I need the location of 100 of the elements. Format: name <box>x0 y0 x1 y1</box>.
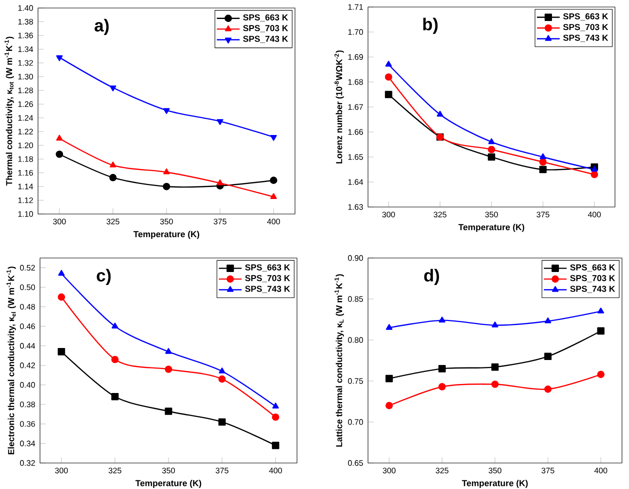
point <box>270 193 277 199</box>
point <box>272 442 280 450</box>
y-tick-label: 1.68 <box>348 79 363 85</box>
point <box>162 182 170 190</box>
y-tick-label: 0.70 <box>348 419 363 425</box>
y-tick-label: 1.26 <box>18 101 33 107</box>
x-tick-label: 300 <box>382 212 395 218</box>
point <box>164 366 172 373</box>
y-tick-label: 1.30 <box>18 74 33 80</box>
y-axis-title: Thermal conductivity, κ$_{tot}$ (W m$^{-1}$K$^{-1}$) <box>4 36 14 186</box>
x-tick-label: 325 <box>434 212 446 218</box>
x-tick-label: 400 <box>588 212 601 218</box>
point <box>270 134 277 141</box>
legend-label: SPS_703 K <box>243 25 288 32</box>
point <box>110 86 116 92</box>
y-tick-label: 1.28 <box>18 88 33 94</box>
y-tick-label: 1.64 <box>348 179 364 185</box>
point <box>163 168 170 174</box>
point <box>56 134 63 141</box>
point <box>544 386 552 393</box>
point <box>386 374 393 382</box>
y-tick-label: 0.90 <box>348 255 363 261</box>
y-tick-label: 0.42 <box>20 362 35 368</box>
point <box>216 119 224 125</box>
y-tick-label: 1.24 <box>18 115 34 121</box>
legend-label: SPS_663 K <box>563 13 608 20</box>
legend-label: SPS_703 K <box>570 275 616 282</box>
x-tick-label: 300 <box>55 468 68 474</box>
x-tick-label: 375 <box>542 468 554 474</box>
x-tick-label: 400 <box>267 218 280 224</box>
point <box>110 162 116 168</box>
point <box>598 308 604 314</box>
legend-label: SPS_743 K <box>245 286 290 293</box>
y-tick-label: 1.14 <box>18 184 34 190</box>
point <box>386 402 393 410</box>
point <box>272 413 280 421</box>
point <box>272 402 279 408</box>
x-tick-label: 350 <box>488 468 502 474</box>
point <box>438 316 446 322</box>
y-tick-label: 1.34 <box>18 46 34 52</box>
legend-label: SPS_663 K <box>570 264 616 272</box>
y-tick-label: 0.32 <box>20 460 35 466</box>
x-tick-label: 350 <box>162 468 175 474</box>
y-tick-label: 1.70 <box>348 29 363 35</box>
y-tick-label: 1.16 <box>18 170 33 176</box>
legend-label: SPS_743 K <box>243 36 288 43</box>
point <box>386 324 392 330</box>
point <box>111 392 119 400</box>
y-tick-label: 0.40 <box>20 382 35 388</box>
point <box>384 73 392 81</box>
point <box>544 352 552 360</box>
x-tick-label: 400 <box>269 468 282 474</box>
y-tick-label: 0.50 <box>20 284 35 290</box>
point <box>384 90 392 98</box>
point <box>218 418 226 426</box>
y-tick-label: 0.46 <box>20 323 35 330</box>
point <box>56 55 63 62</box>
point <box>491 363 499 371</box>
y-tick-label: 0.36 <box>20 421 35 427</box>
y-tick-label: 1.38 <box>18 18 33 25</box>
x-axis-title: Temperature (K) <box>135 480 202 488</box>
x-tick-label: 375 <box>536 212 550 218</box>
point <box>491 380 499 388</box>
point <box>539 166 547 174</box>
y-tick-label: 0.44 <box>20 343 36 349</box>
annotation: b) <box>423 18 438 34</box>
y-tick-label: 0.34 <box>20 440 36 446</box>
x-axis-title: Temperature (K) <box>462 480 528 488</box>
y-tick-label: 0.38 <box>20 402 35 408</box>
point <box>438 383 446 390</box>
legend-label: SPS_743 K <box>570 286 616 293</box>
x-tick-label: 300 <box>53 218 66 224</box>
annotation: d) <box>424 268 440 286</box>
point <box>597 327 604 335</box>
x-tick-label: 350 <box>160 218 173 224</box>
point <box>111 356 119 364</box>
point <box>488 153 496 161</box>
legend-label: SPS_663 K <box>245 264 290 272</box>
x-tick-label: 325 <box>108 468 122 474</box>
y-tick-label: 1.67 <box>348 104 363 110</box>
point <box>218 375 226 383</box>
point <box>270 176 278 184</box>
y-tick-label: 1.22 <box>18 128 33 134</box>
x-tick-label: 350 <box>485 212 498 218</box>
point <box>163 108 170 114</box>
point <box>218 368 226 374</box>
point <box>438 365 446 372</box>
y-tick-label: 1.36 <box>18 32 33 38</box>
annotation: c) <box>96 268 111 286</box>
x-tick-label: 375 <box>214 218 226 224</box>
annotation: a) <box>94 18 109 36</box>
x-tick-label: 325 <box>106 218 120 224</box>
point <box>109 174 117 182</box>
y-tick-label: 0.75 <box>348 378 363 384</box>
x-axis-title: Temperature (K) <box>458 224 524 232</box>
point <box>597 370 604 378</box>
y-tick-label: 1.18 <box>18 156 33 162</box>
y-axis-title: Lorenz number (10$^{-8}$WΩK$^{-2}$) <box>334 50 344 164</box>
point <box>436 110 444 117</box>
point <box>539 158 547 166</box>
